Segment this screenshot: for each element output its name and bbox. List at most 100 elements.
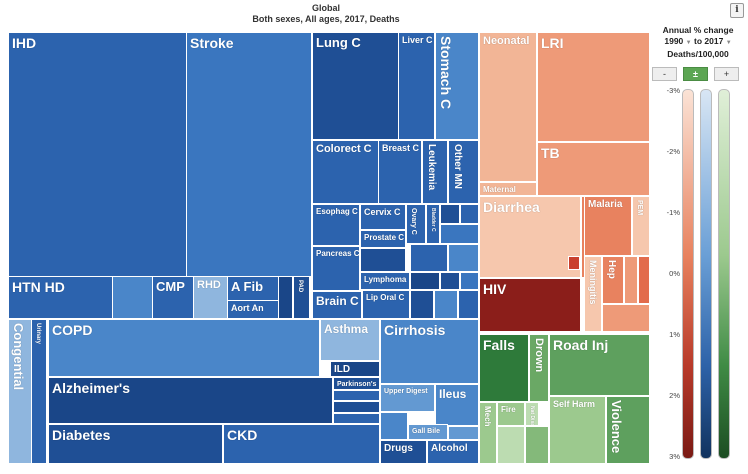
tile-tb[interactable]: TB (537, 142, 650, 196)
tile-diarrhea[interactable]: Diarrhea (479, 196, 581, 278)
tile-bladder-c[interactable]: Bladder C (426, 204, 440, 244)
tile-ileus[interactable]: Ileus (435, 384, 479, 426)
tile-lri[interactable]: LRI (537, 32, 650, 142)
tile-drown[interactable]: Drown (529, 334, 549, 402)
tile-minor[interactable] (602, 304, 650, 332)
tile-gall-bile[interactable]: Gall Bile (408, 424, 448, 440)
tile-meningitis[interactable]: Meningitis (584, 256, 602, 332)
tile-minor[interactable] (333, 390, 380, 401)
tile-minor[interactable] (448, 426, 479, 440)
tile-minor[interactable] (568, 256, 580, 270)
tile-alzheimer-s[interactable]: Alzheimer's (48, 377, 333, 424)
symmetric-scale-button[interactable]: ± (683, 67, 708, 81)
tile-rhd[interactable]: RHD (193, 276, 228, 319)
chart-subtitle: Both sexes, All ages, 2017, Deaths (252, 14, 400, 24)
tile-minor[interactable] (638, 256, 650, 304)
tile-minor[interactable] (380, 412, 408, 440)
tile-minor[interactable] (333, 413, 380, 424)
tile-brain-c[interactable]: Brain C (312, 291, 362, 319)
tile-congential[interactable]: Congential (8, 319, 32, 464)
tile-label: Drown (533, 338, 545, 373)
tile-fire[interactable]: Fire (497, 402, 525, 426)
tile-label: HIV (483, 281, 507, 297)
year-from-select[interactable]: 1990 ▼ (664, 36, 692, 46)
tile-neonatal[interactable]: Neonatal (479, 32, 537, 182)
tile-minor[interactable] (410, 244, 448, 272)
tile-other-mn[interactable]: Other MN (448, 140, 479, 204)
tile-ckd[interactable]: CKD (223, 424, 380, 464)
tile-pem[interactable]: PEM (632, 196, 650, 256)
tile-ovary-c[interactable]: Ovary C (406, 204, 426, 244)
tile-minor[interactable] (410, 272, 440, 290)
tile-minor[interactable] (112, 276, 154, 319)
tile-malaria[interactable]: Malaria (584, 196, 632, 256)
tile-minor[interactable] (410, 290, 434, 319)
tile-hep[interactable]: Hep (602, 256, 624, 304)
tile-pad[interactable]: PAD (293, 276, 310, 319)
zoom-in-button[interactable]: + (714, 67, 739, 81)
zoom-out-button[interactable]: - (652, 67, 677, 81)
tile-self-harm[interactable]: Self Harm (549, 396, 606, 464)
tile-urinary[interactable]: Urinary (31, 319, 47, 464)
tile-aort-an[interactable]: Aort An (227, 300, 279, 319)
year-to-select[interactable]: 2017 ▼ (704, 36, 732, 46)
tile-nat-disast[interactable]: Nat Disast (525, 402, 539, 426)
tile-label: Urinary (35, 323, 41, 345)
tile-asthma[interactable]: Asthma (320, 319, 380, 361)
tile-minor[interactable] (440, 224, 479, 244)
tile-upper-digest[interactable]: Upper Digest (380, 384, 435, 412)
tile-label: Falls (483, 337, 515, 353)
tile-minor[interactable] (333, 401, 380, 413)
tile-minor[interactable] (434, 290, 458, 319)
tile-minor[interactable] (278, 276, 293, 319)
tile-cmp[interactable]: CMP (152, 276, 194, 319)
tile-violence[interactable]: Violence (606, 396, 650, 464)
tile-diabetes[interactable]: Diabetes (48, 424, 223, 464)
tile-hiv[interactable]: HIV (479, 278, 581, 332)
tile-ihd[interactable]: IHD (8, 32, 188, 277)
tile-road-inj[interactable]: Road Inj (549, 334, 650, 396)
tile-colorect-c[interactable]: Colorect C (312, 140, 379, 204)
tile-copd[interactable]: COPD (48, 319, 320, 377)
tile-minor[interactable] (497, 426, 525, 464)
tile-maternal[interactable]: Maternal (479, 182, 537, 196)
tile-minor[interactable] (460, 204, 479, 224)
tile-minor[interactable] (440, 272, 460, 290)
info-button[interactable]: i (730, 3, 744, 18)
tile-parkinson-s[interactable]: Parkinson's (333, 377, 380, 390)
legend-tick: 1% (669, 330, 680, 339)
tile-ild[interactable]: ILD (330, 361, 380, 377)
tile-htn-hd[interactable]: HTN HD (8, 276, 113, 319)
tile-a-fib[interactable]: A Fib (227, 276, 279, 301)
tile-lung-c[interactable]: Lung C (312, 32, 399, 140)
tile-alcohol[interactable]: Alcohol (427, 440, 479, 464)
tile-stroke[interactable]: Stroke (186, 32, 312, 277)
tile-cervix-c[interactable]: Cervix C (360, 204, 406, 230)
tile-minor[interactable] (448, 244, 479, 272)
tile-label: Stroke (190, 35, 234, 51)
tile-esophag-c[interactable]: Esophag C (312, 204, 360, 246)
tile-label: Neonatal (483, 35, 530, 47)
tile-label: Hep (606, 260, 617, 279)
tile-minor[interactable] (525, 426, 549, 464)
tile-minor[interactable] (624, 256, 638, 304)
tile-prostate-c[interactable]: Prostate C (360, 230, 406, 248)
tile-falls[interactable]: Falls (479, 334, 529, 402)
tile-minor[interactable] (440, 204, 460, 224)
tile-label: CMP (156, 279, 185, 294)
tile-breast-c[interactable]: Breast C (378, 140, 422, 204)
tile-minor[interactable] (458, 290, 479, 319)
tile-pancreas-c[interactable]: Pancreas C (312, 246, 360, 291)
tile-leukemia[interactable]: Leukemia (422, 140, 448, 204)
tile-liver-c[interactable]: Liver C (398, 32, 435, 140)
chart-title: Global (311, 3, 340, 13)
tile-label: Lymphoma (364, 275, 407, 284)
tile-drugs[interactable]: Drugs (380, 440, 427, 464)
tile-mech[interactable]: Mech (479, 402, 497, 464)
tile-minor[interactable] (360, 248, 406, 272)
tile-minor[interactable] (460, 272, 479, 290)
tile-cirrhosis[interactable]: Cirrhosis (380, 319, 479, 384)
tile-lip-oral-c[interactable]: Lip Oral C (362, 290, 410, 319)
tile-lymphoma[interactable]: Lymphoma (360, 272, 410, 290)
tile-stomach-c[interactable]: Stomach C (435, 32, 479, 140)
